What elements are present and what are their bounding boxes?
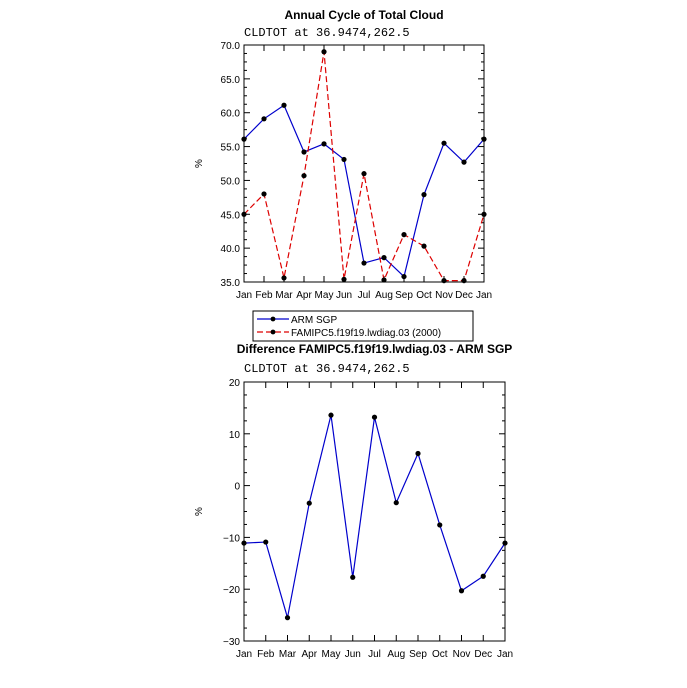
top-series-0-point [401, 273, 407, 280]
bottom-x-tick-label: Feb [257, 649, 275, 660]
bottom-y-tick-label: −30 [223, 637, 240, 648]
top-series-0-point [461, 159, 467, 165]
top-series-1-point [421, 243, 427, 249]
bottom-x-tick-label: Sep [409, 649, 427, 660]
top-x-tick-label: May [315, 290, 334, 301]
difference-chart: Difference FAMIPC5.f19f19.lwdiag.03 - AR… [194, 342, 513, 660]
top-chart-subtitle: CLDTOT at 36.9474,262.5 [244, 26, 410, 40]
bottom-series-0-point [284, 615, 291, 621]
top-series-line-1 [244, 51, 484, 282]
top-series-0-point [361, 260, 367, 266]
bottom-x-tick-label: Aug [387, 649, 405, 660]
legend-marker-0 [270, 316, 276, 322]
bottom-series-0-point [437, 522, 443, 528]
bottom-series-0-point [393, 500, 399, 506]
legend-box [252, 310, 474, 342]
bottom-y-axis-label: % [194, 507, 205, 516]
top-series-1-point [261, 191, 267, 197]
bottom-series-line-0 [244, 415, 505, 618]
top-series-0-point [341, 156, 347, 163]
top-y-tick-label: 55.0 [221, 143, 241, 154]
top-x-tick-label: Apr [296, 290, 312, 301]
top-y-tick-label: 35.0 [221, 278, 241, 289]
bottom-chart-title: Difference FAMIPC5.f19f19.lwdiag.03 - AR… [237, 342, 513, 356]
legend-label-0: ARM SGP [291, 315, 337, 326]
top-x-tick-label: Aug [375, 290, 393, 301]
top-x-tick-label: Jul [358, 290, 371, 301]
top-plot-frame [243, 44, 485, 283]
top-series-0-point [321, 141, 327, 147]
bottom-series-0-point [241, 540, 247, 546]
top-y-tick-label: 50.0 [221, 176, 241, 187]
top-series-line-0 [244, 104, 484, 278]
top-series-0-point [281, 102, 287, 108]
annual-cycle-chart: Annual Cycle of Total Cloud CLDTOT at 36.… [194, 8, 492, 301]
bottom-series-0-point [415, 450, 421, 457]
bottom-y-tick-label: 20 [229, 378, 241, 389]
top-series-1-point [461, 278, 467, 284]
top-series-1-point [381, 277, 387, 283]
top-x-tick-label: Jan [236, 290, 252, 301]
top-series-1-point [441, 278, 447, 284]
top-x-tick-label: Dec [455, 290, 473, 301]
legend-label-1: FAMIPC5.f19f19.lwdiag.03 (2000) [291, 328, 441, 339]
top-y-tick-label: 70.0 [221, 41, 241, 52]
bottom-y-tick-label: −10 [223, 533, 240, 544]
bottom-series-0-point [263, 539, 269, 545]
top-series-0-point [421, 192, 427, 198]
top-series-1-point [361, 171, 367, 177]
bottom-y-tick-label: −20 [223, 585, 240, 596]
top-y-axis-label: % [194, 159, 205, 168]
legend: ARM SGP FAMIPC5.f19f19.lwdiag.03 (2000) [252, 310, 474, 342]
bottom-series-0-point [350, 574, 356, 580]
top-series-1-point [341, 276, 347, 282]
bottom-x-tick-label: Mar [279, 649, 297, 660]
bottom-x-tick-label: Jan [236, 649, 252, 660]
bottom-x-tick-label: Jun [345, 649, 361, 660]
top-x-tick-label: Jan [476, 290, 492, 301]
top-x-tick-label: Nov [435, 290, 453, 301]
bottom-x-tick-label: Oct [432, 649, 448, 660]
top-x-tick-label: Oct [416, 290, 432, 301]
top-x-tick-label: Sep [395, 290, 413, 301]
bottom-series-0-point [306, 500, 312, 506]
bottom-y-tick-label: 0 [234, 482, 240, 493]
bottom-series-0-point [502, 540, 508, 546]
top-chart-title: Annual Cycle of Total Cloud [284, 8, 443, 22]
top-series-0-point [261, 116, 267, 122]
top-y-tick-label: 60.0 [221, 109, 241, 120]
bottom-y-tick-label: 10 [229, 430, 241, 441]
bottom-series-0-point [328, 412, 334, 418]
top-series-1-point [281, 275, 287, 281]
bottom-x-tick-label: Dec [474, 649, 492, 660]
top-x-tick-label: Feb [255, 290, 273, 301]
top-y-tick-label: 40.0 [221, 244, 241, 255]
bottom-x-tick-label: Jan [497, 649, 513, 660]
bottom-chart-subtitle: CLDTOT at 36.9474,262.5 [244, 362, 410, 376]
top-series-0-point [381, 255, 387, 261]
bottom-x-tick-label: Nov [453, 649, 471, 660]
top-series-0-point [481, 136, 487, 142]
top-x-tick-label: Jun [336, 290, 352, 301]
top-x-tick-label: Mar [275, 290, 293, 301]
top-series-0-point [301, 149, 307, 155]
top-series-0-point [241, 136, 247, 142]
bottom-x-tick-label: May [322, 649, 341, 660]
bottom-series-0-point [371, 414, 378, 420]
top-series-1-point [401, 232, 407, 238]
top-y-tick-label: 45.0 [221, 210, 241, 221]
bottom-series-0-point [480, 573, 486, 579]
top-series-1-point [321, 49, 327, 55]
legend-marker-1 [270, 329, 276, 335]
bottom-x-tick-label: Apr [301, 649, 317, 660]
top-series-1-point [301, 173, 307, 179]
top-series-0-point [441, 140, 447, 146]
bottom-series-0-point [458, 588, 465, 594]
top-series-1-point [481, 211, 487, 217]
top-y-tick-label: 65.0 [221, 75, 241, 86]
bottom-x-tick-label: Jul [368, 649, 381, 660]
top-series-1-point [241, 211, 247, 217]
